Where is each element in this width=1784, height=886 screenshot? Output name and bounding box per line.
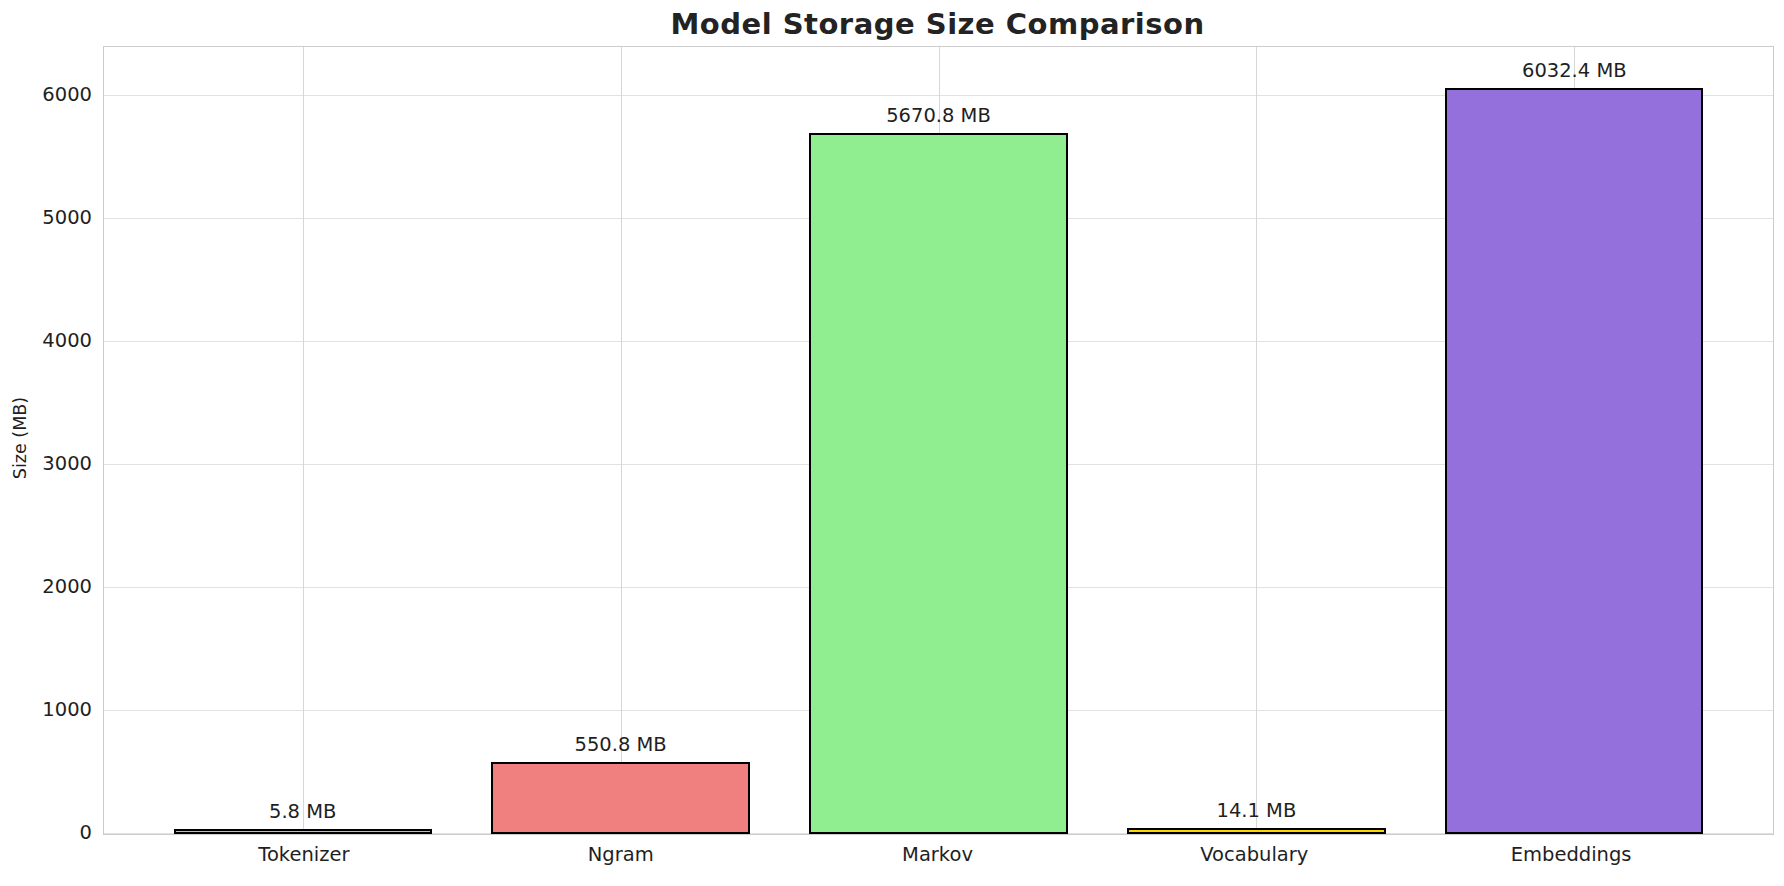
x-tick-markov: Markov — [779, 843, 1096, 866]
x-tick-tokenizer: Tokenizer — [145, 843, 462, 866]
x-tick-embeddings: Embeddings — [1413, 843, 1730, 866]
bar-value-label: 6032.4 MB — [1415, 59, 1733, 83]
bars-row: 5.8 MB 550.8 MB 5670.8 MB 14.1 MB 6032.4… — [104, 47, 1773, 834]
bar-slot-markov: 5670.8 MB — [780, 47, 1098, 834]
chart-figure: Model Storage Size Comparison Size (MB) … — [0, 0, 1784, 886]
x-tick-ngram: Ngram — [462, 843, 779, 866]
bar-tokenizer — [174, 829, 432, 834]
bar-embeddings — [1445, 88, 1703, 834]
y-tick-label: 2000 — [0, 575, 92, 599]
bar-slot-ngram: 550.8 MB — [462, 47, 780, 834]
y-tick-label: 4000 — [0, 329, 92, 353]
bar-slot-vocabulary: 14.1 MB — [1097, 47, 1415, 834]
y-tick-label: 1000 — [0, 698, 92, 722]
bar-value-label: 550.8 MB — [462, 733, 780, 757]
y-axis-label: Size (MB) — [10, 373, 30, 503]
chart-title: Model Storage Size Comparison — [103, 7, 1772, 41]
bar-slot-embeddings: 6032.4 MB — [1415, 47, 1733, 834]
y-tick-label: 0 — [0, 821, 92, 845]
bar-markov — [809, 133, 1067, 834]
y-tick-label: 5000 — [0, 206, 92, 230]
bar-value-label: 5670.8 MB — [780, 104, 1098, 128]
x-tick-vocabulary: Vocabulary — [1096, 843, 1413, 866]
x-tick-labels: Tokenizer Ngram Markov Vocabulary Embedd… — [103, 843, 1772, 866]
bar-value-label: 5.8 MB — [144, 800, 462, 824]
bar-value-label: 14.1 MB — [1097, 799, 1415, 823]
bar-slot-tokenizer: 5.8 MB — [144, 47, 462, 834]
plot-area: 5.8 MB 550.8 MB 5670.8 MB 14.1 MB 6032.4… — [103, 46, 1774, 835]
y-tick-label: 3000 — [0, 452, 92, 476]
bar-ngram — [491, 762, 749, 834]
y-tick-label: 6000 — [0, 83, 92, 107]
bar-vocabulary — [1127, 828, 1385, 834]
